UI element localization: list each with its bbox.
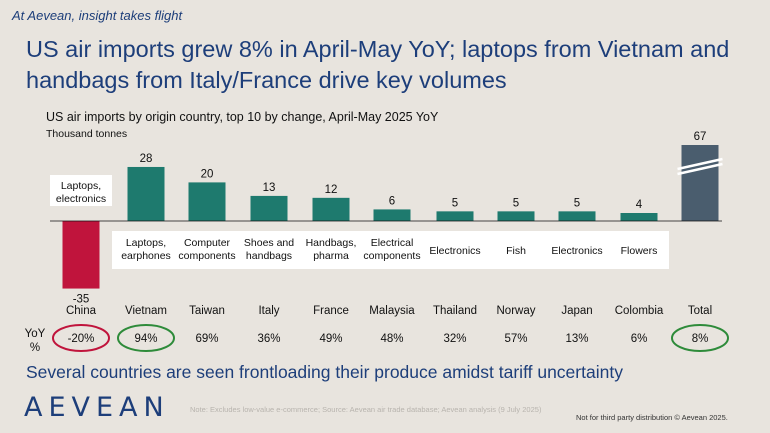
axis-break-mark bbox=[677, 157, 723, 171]
yoy-axis-label: YoY bbox=[25, 328, 46, 340]
category-label-taiwan: Taiwan bbox=[189, 305, 225, 317]
yoy-value-vietnam: 94% bbox=[134, 333, 157, 345]
data-label-vietnam: 28 bbox=[140, 153, 153, 165]
brand-logo: AEVEAN bbox=[24, 392, 170, 423]
bar-norway bbox=[497, 211, 535, 221]
chart-unit: Thousand tonnes bbox=[46, 128, 128, 140]
yoy-value-italy: 36% bbox=[257, 333, 280, 345]
category-label-thailand: Thailand bbox=[433, 305, 477, 317]
data-label-taiwan: 20 bbox=[201, 168, 214, 180]
bar-chart: -35China-20%Laptops,electronics28Vietnam… bbox=[25, 131, 729, 354]
category-label-malaysia: Malaysia bbox=[369, 305, 415, 317]
product-label-taiwan: components bbox=[178, 250, 235, 262]
highlight-circle-china bbox=[52, 324, 110, 352]
data-label-total: 67 bbox=[694, 131, 707, 143]
copyright: Not for third party distribution © Aevea… bbox=[576, 413, 728, 422]
product-label-france: Handbags, bbox=[306, 237, 357, 249]
china-label-box bbox=[50, 175, 112, 206]
product-label-japan: Electronics bbox=[551, 245, 602, 257]
data-label-italy: 13 bbox=[263, 182, 276, 194]
product-label-malaysia: Electrical bbox=[371, 237, 414, 249]
product-label-norway: Fish bbox=[506, 245, 526, 257]
yoy-axis-label: % bbox=[30, 342, 40, 354]
takeaway-text: Several countries are seen frontloading … bbox=[26, 362, 623, 382]
category-label-vietnam: Vietnam bbox=[125, 305, 167, 317]
axis-break-mark bbox=[677, 162, 723, 176]
page-title: US air imports grew 8% in April-May YoY;… bbox=[26, 36, 730, 93]
bar-italy bbox=[250, 195, 288, 221]
yoy-value-colombia: 6% bbox=[631, 333, 648, 345]
bar-taiwan bbox=[188, 182, 226, 221]
yoy-value-malaysia: 48% bbox=[380, 333, 403, 345]
product-label-colombia: Flowers bbox=[621, 245, 658, 257]
yoy-value-china: -20% bbox=[68, 333, 95, 345]
product-label-france: pharma bbox=[313, 250, 349, 262]
product-label-italy: Shoes and bbox=[244, 237, 294, 249]
footnote: Note: Excludes low-value e-commerce; Sou… bbox=[190, 405, 542, 414]
category-label-france: France bbox=[313, 305, 349, 317]
chart-title: US air imports by origin country, top 10… bbox=[46, 110, 439, 124]
bar-thailand bbox=[436, 211, 474, 221]
bar-vietnam bbox=[127, 166, 165, 221]
data-label-norway: 5 bbox=[513, 197, 519, 209]
product-label-china: electronics bbox=[56, 193, 106, 205]
product-label-vietnam: earphones bbox=[121, 250, 171, 262]
category-label-norway: Norway bbox=[497, 305, 536, 317]
category-label-china: China bbox=[66, 305, 97, 317]
yoy-value-thailand: 32% bbox=[443, 333, 466, 345]
bar-china bbox=[62, 221, 100, 289]
highlight-circle-vietnam bbox=[117, 324, 175, 352]
yoy-value-norway: 57% bbox=[504, 333, 527, 345]
bar-total bbox=[681, 145, 719, 221]
yoy-value-japan: 13% bbox=[565, 333, 588, 345]
product-label-band bbox=[112, 231, 669, 269]
category-label-japan: Japan bbox=[561, 305, 592, 317]
product-label-thailand: Electronics bbox=[429, 245, 480, 257]
product-label-vietnam: Laptops, bbox=[126, 237, 166, 249]
category-label-colombia: Colombia bbox=[615, 305, 664, 317]
data-label-france: 12 bbox=[325, 184, 338, 196]
bar-colombia bbox=[620, 213, 658, 221]
yoy-value-taiwan: 69% bbox=[195, 333, 218, 345]
product-label-malaysia: components bbox=[363, 250, 420, 262]
yoy-value-france: 49% bbox=[319, 333, 342, 345]
category-label-italy: Italy bbox=[258, 305, 279, 317]
product-label-china: Laptops, bbox=[61, 180, 101, 192]
bar-japan bbox=[558, 211, 596, 221]
bar-malaysia bbox=[373, 209, 411, 221]
data-label-china: -35 bbox=[73, 294, 90, 306]
bar-france bbox=[312, 197, 350, 221]
highlight-circle-total bbox=[671, 324, 729, 352]
data-label-colombia: 4 bbox=[636, 199, 643, 211]
category-label-total: Total bbox=[688, 305, 712, 317]
data-label-japan: 5 bbox=[574, 197, 580, 209]
product-label-taiwan: Computer bbox=[184, 237, 231, 249]
data-label-malaysia: 6 bbox=[389, 195, 395, 207]
product-label-italy: handbags bbox=[246, 250, 292, 262]
data-label-thailand: 5 bbox=[452, 197, 458, 209]
yoy-value-total: 8% bbox=[692, 333, 709, 345]
tagline: At Aevean, insight takes flight bbox=[12, 8, 183, 23]
